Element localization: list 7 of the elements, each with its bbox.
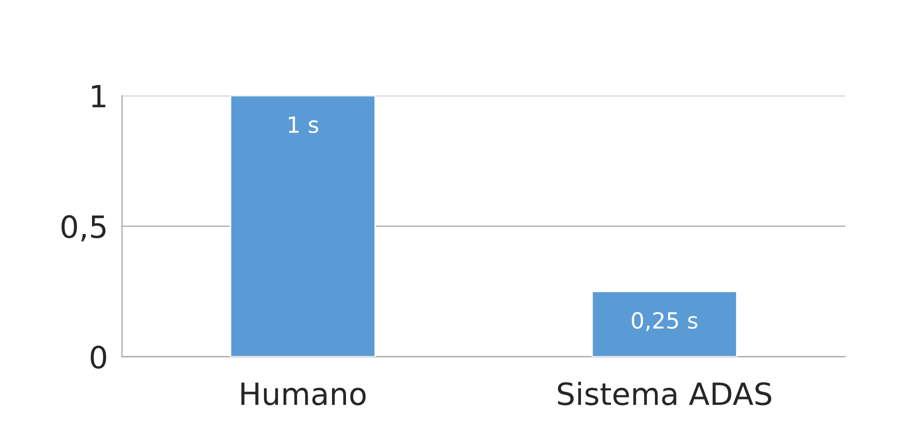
data-label: 0,25 s <box>632 312 698 332</box>
data-label: 1 s <box>288 116 318 134</box>
y-tick-label: 0,5 <box>62 215 106 242</box>
y-tick-label: 0 <box>90 346 106 369</box>
y-tick-label: 1 <box>92 85 106 108</box>
x-tick-label: Sistema ADAS <box>558 382 772 406</box>
x-tick-label: Humano <box>241 382 366 406</box>
